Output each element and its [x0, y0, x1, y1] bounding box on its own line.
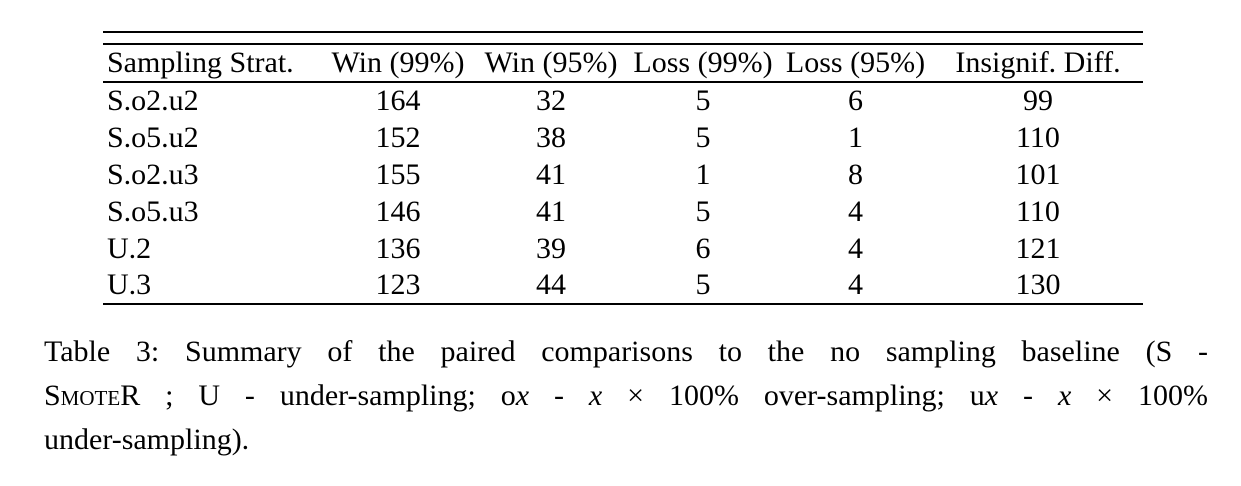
- cell-insignif-diff: 130: [1015, 268, 1061, 301]
- caption-text-segment: × 100%: [1071, 379, 1208, 412]
- cell-loss-95: 1: [848, 120, 863, 154]
- cell-loss-99: 6: [695, 231, 711, 265]
- table-caption: Table 3: Summary of the paired compariso…: [44, 330, 1208, 462]
- cell-insignif-diff: 101: [1015, 157, 1061, 191]
- cell-insignif-diff: 110: [1016, 194, 1060, 228]
- column-header-win-99: Win (99%): [322, 45, 474, 83]
- cell-strategy: S.o2.u3: [107, 157, 199, 191]
- table-row: U.3 123 44 5 4 130: [103, 267, 1143, 304]
- caption-line-3: under-sampling).: [44, 418, 1208, 462]
- cell-loss-99: 5: [695, 84, 711, 117]
- column-header-loss-99: Loss (99%): [628, 45, 778, 83]
- cell-win-95: 32: [536, 84, 566, 117]
- caption-line-2: SmoteR ; U - under-sampling; ox - x × 10…: [44, 374, 1208, 418]
- cell-loss-99: 5: [695, 268, 711, 301]
- caption-math-x: x: [984, 379, 999, 412]
- caption-text-segment: × 100% over-sampling; u: [602, 379, 985, 412]
- cell-win-99: 136: [375, 231, 421, 265]
- table-row: S.o2.u2 164 32 5 6 99: [103, 82, 1143, 119]
- table-top-double-rule: [103, 31, 1143, 45]
- cell-loss-95: 6: [848, 84, 863, 117]
- cell-loss-99: 1: [695, 157, 711, 191]
- caption-text-segment: -: [529, 379, 589, 412]
- cell-win-99: 164: [375, 84, 421, 117]
- table-header-row: Sampling Strat. Win (99%) Win (95%) Loss…: [103, 45, 1143, 83]
- cell-insignif-diff: 99: [1023, 84, 1053, 117]
- caption-text-segment: R ; U - under-sampling; o: [120, 379, 516, 412]
- caption-text-segment: under-sampling).: [44, 423, 250, 456]
- cell-win-99: 152: [375, 120, 421, 154]
- cell-win-95: 41: [536, 194, 566, 228]
- cell-loss-95: 4: [848, 194, 863, 228]
- caption-math-x: x: [515, 379, 530, 412]
- cell-win-95: 44: [536, 268, 566, 301]
- cell-insignif-diff: 110: [1016, 120, 1060, 154]
- cell-win-95: 39: [536, 231, 566, 265]
- table-row: S.o5.u2 152 38 5 1 110: [103, 119, 1143, 156]
- cell-insignif-diff: 121: [1015, 231, 1061, 265]
- cell-loss-99: 5: [695, 194, 711, 228]
- cell-loss-95: 8: [848, 157, 863, 191]
- caption-math-x: x: [588, 379, 603, 412]
- cell-strategy: S.o5.u3: [107, 194, 199, 228]
- table-header: Sampling Strat. Win (99%) Win (95%) Loss…: [103, 45, 1143, 83]
- column-header-sampling-strategy: Sampling Strat.: [103, 45, 322, 83]
- cell-win-99: 155: [375, 157, 421, 191]
- caption-text-segment: Table 3: Summary of the paired compariso…: [44, 335, 1208, 368]
- results-table: Sampling Strat. Win (99%) Win (95%) Loss…: [103, 45, 1143, 305]
- column-header-loss-95: Loss (95%): [778, 45, 933, 83]
- caption-math-x: x: [1057, 379, 1072, 412]
- cell-win-99: 146: [375, 194, 421, 228]
- caption-text-segment: -: [998, 379, 1058, 412]
- table-row: U.2 136 39 6 4 121: [103, 230, 1143, 267]
- caption-line-1: Table 3: Summary of the paired compariso…: [44, 330, 1208, 374]
- table-row: S.o2.u3 155 41 1 8 101: [103, 156, 1143, 193]
- cell-win-95: 41: [536, 157, 566, 191]
- column-header-insignif-diff: Insignif. Diff.: [933, 45, 1143, 83]
- cell-strategy: U.2: [107, 231, 152, 265]
- cell-loss-95: 4: [848, 268, 863, 301]
- caption-smoter-small-caps: Smote: [44, 379, 121, 412]
- column-header-win-95: Win (95%): [474, 45, 628, 83]
- cell-win-95: 38: [536, 120, 566, 154]
- cell-win-99: 123: [375, 268, 421, 301]
- results-table-container: Sampling Strat. Win (99%) Win (95%) Loss…: [103, 31, 1143, 305]
- cell-loss-95: 4: [848, 231, 863, 265]
- table-body: S.o2.u2 164 32 5 6 99 S.o5.u2 152 38 5 1…: [103, 82, 1143, 304]
- cell-strategy: S.o2.u2: [107, 84, 199, 117]
- cell-loss-99: 5: [695, 120, 711, 154]
- table-row: S.o5.u3 146 41 5 4 110: [103, 193, 1143, 230]
- cell-strategy: S.o5.u2: [107, 120, 199, 154]
- cell-strategy: U.3: [107, 268, 152, 301]
